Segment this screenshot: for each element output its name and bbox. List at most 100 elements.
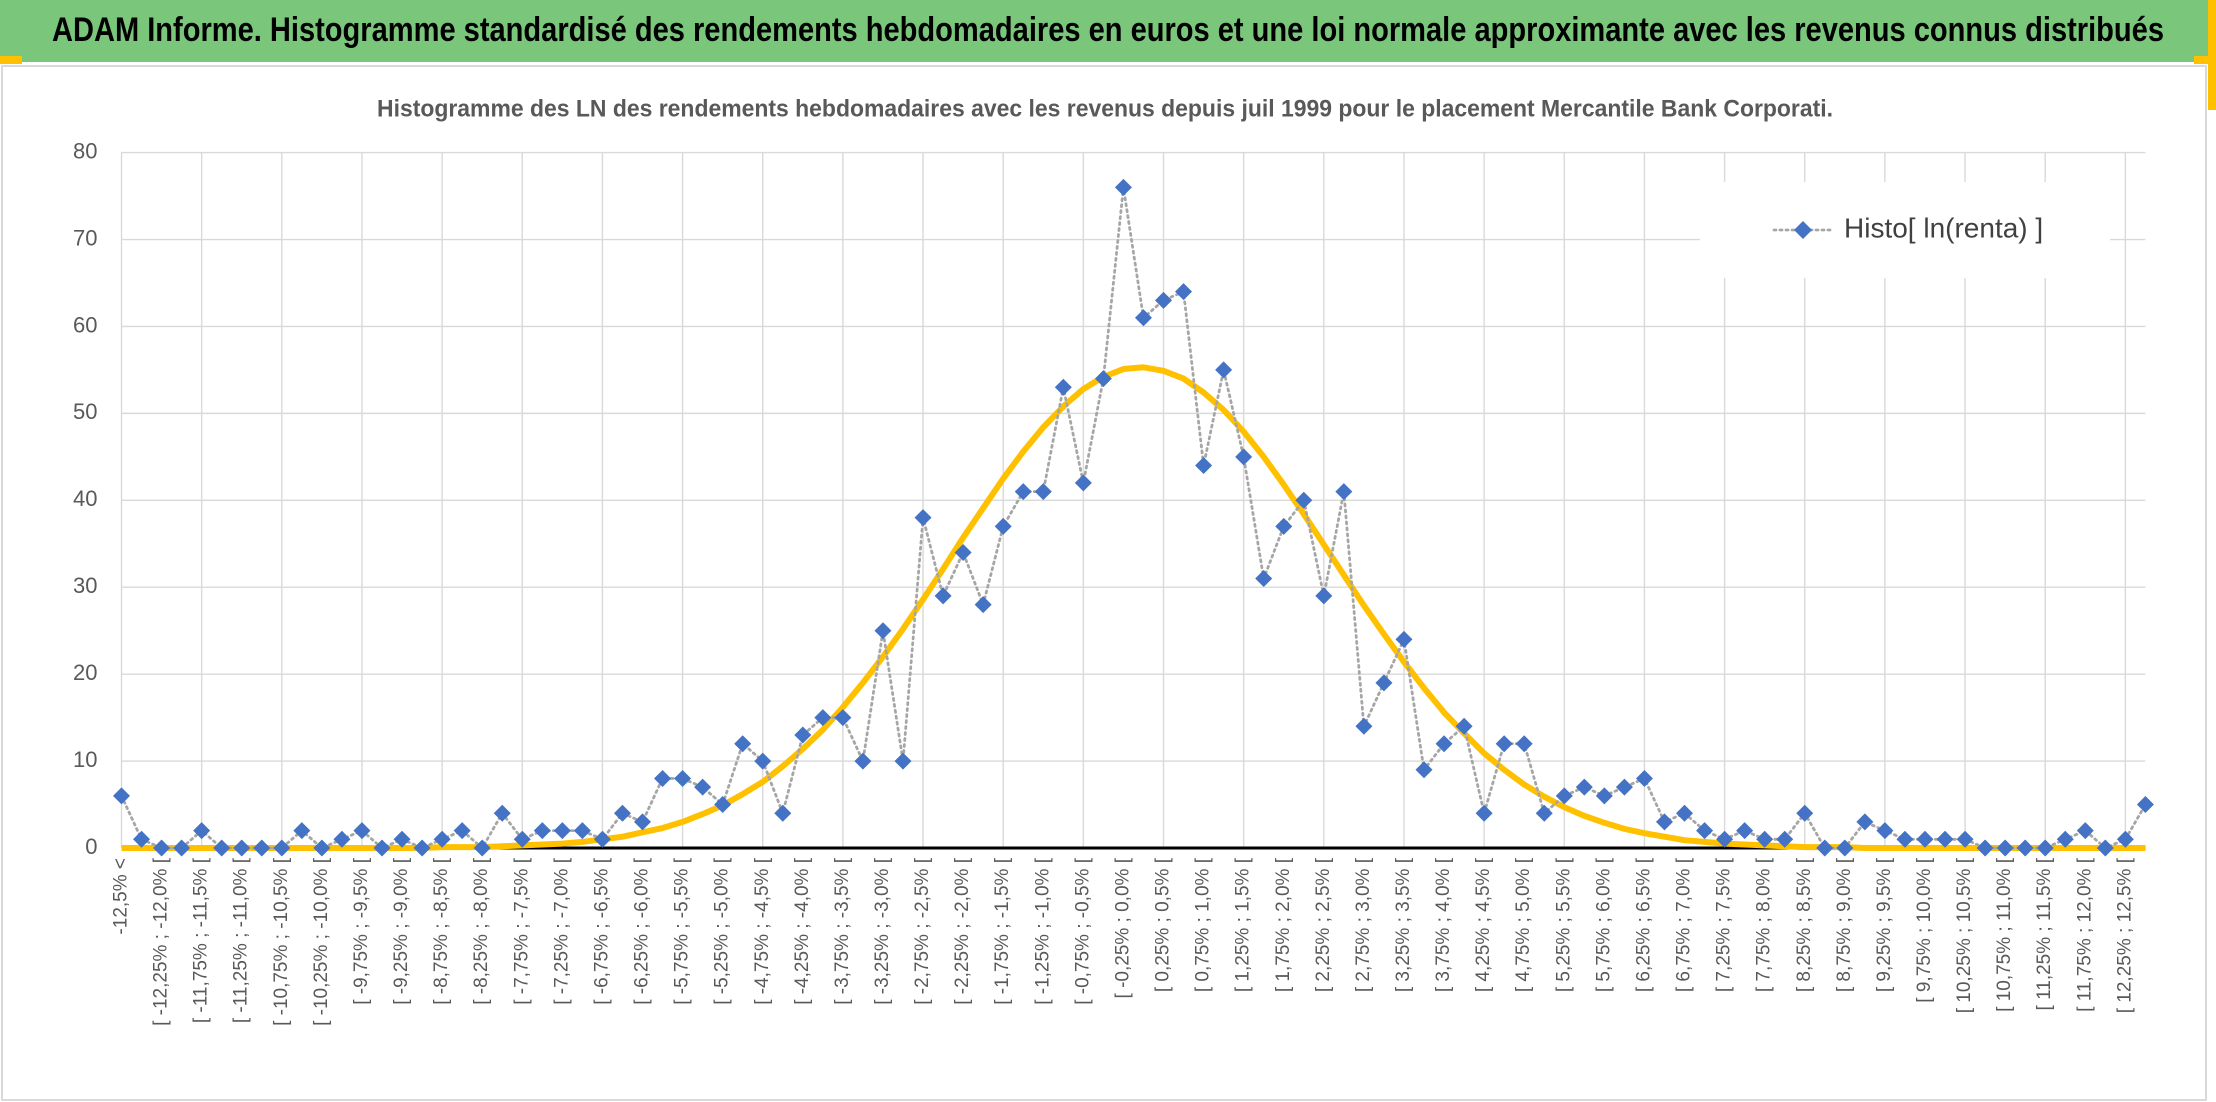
data-point bbox=[593, 830, 611, 848]
x-tick-label: [ -4,75% ; -4,5% [ bbox=[752, 857, 773, 1005]
data-point bbox=[373, 839, 391, 857]
data-point bbox=[213, 839, 231, 857]
data-point bbox=[1355, 717, 1373, 735]
data-point bbox=[433, 830, 451, 848]
data-point bbox=[1655, 813, 1673, 831]
legend-label: Histo[ ln(renta) ] bbox=[1844, 212, 2043, 243]
data-point bbox=[453, 822, 471, 840]
x-tick-label: [ 6,25% ; 6,5% [ bbox=[1633, 857, 1654, 992]
data-point bbox=[493, 804, 511, 822]
y-tick-label: 30 bbox=[73, 573, 97, 598]
data-point bbox=[1836, 839, 1854, 857]
x-tick-label: [ -3,75% ; -3,5% [ bbox=[832, 857, 853, 1005]
data-point bbox=[1175, 283, 1193, 301]
data-point bbox=[2136, 796, 2154, 814]
y-tick-label: 80 bbox=[73, 138, 97, 163]
accent bbox=[2194, 56, 2216, 64]
data-point bbox=[1515, 735, 1533, 753]
x-tick-label: [ -3,25% ; -3,0% [ bbox=[872, 857, 893, 1005]
data-point bbox=[1375, 674, 1393, 692]
banner-title: ADAM Informe. Histogramme standardisé de… bbox=[52, 11, 2164, 49]
data-point bbox=[173, 839, 191, 857]
y-tick-label: 60 bbox=[73, 312, 97, 337]
data-point bbox=[1676, 804, 1694, 822]
x-tick-label: [ -7,75% ; -7,5% [ bbox=[511, 857, 532, 1005]
data-point bbox=[1074, 474, 1092, 492]
y-tick-label: 0 bbox=[85, 834, 97, 859]
data-point bbox=[674, 769, 692, 787]
data-point bbox=[1936, 830, 1954, 848]
data-point bbox=[313, 839, 331, 857]
x-tick-label: [ 6,75% ; 7,0% [ bbox=[1674, 857, 1695, 992]
data-point bbox=[1114, 178, 1132, 196]
x-tick-label: [ -0,25% ; 0,0% [ bbox=[1112, 857, 1133, 998]
x-tick-label: [ 4,25% ; 4,5% [ bbox=[1473, 857, 1494, 992]
x-tick-label: [ -11,75% ; -11,5% [ bbox=[191, 857, 212, 1023]
data-point bbox=[613, 804, 631, 822]
x-tick-label: [ 1,25% ; 1,5% [ bbox=[1233, 857, 1254, 992]
data-point bbox=[1716, 830, 1734, 848]
x-tick-label: [ -4,25% ; -4,0% [ bbox=[792, 857, 813, 1005]
data-point bbox=[914, 509, 932, 527]
data-point bbox=[714, 796, 732, 814]
data-point bbox=[1856, 813, 1874, 831]
plot-area: 0 10 20 30 40 50 60 70 80 -12,5% < [ -12,25% ; -12… bbox=[73, 138, 2154, 1026]
data-point bbox=[1094, 370, 1112, 388]
data-point bbox=[1195, 457, 1213, 475]
data-point bbox=[794, 726, 812, 744]
data-point bbox=[2016, 839, 2034, 857]
data-point bbox=[1134, 309, 1152, 327]
data-point bbox=[974, 596, 992, 614]
data-point bbox=[533, 822, 551, 840]
data-point bbox=[1335, 483, 1353, 501]
data-point bbox=[1495, 735, 1513, 753]
data-point bbox=[774, 804, 792, 822]
x-tick-label: [ -1,25% ; -1,0% [ bbox=[1032, 857, 1053, 1005]
x-tick-label: [ 3,25% ; 3,5% [ bbox=[1393, 857, 1414, 992]
data-point bbox=[1215, 361, 1233, 379]
data-point bbox=[834, 709, 852, 727]
data-point bbox=[934, 587, 952, 605]
chart-frame bbox=[1, 65, 2207, 1101]
data-point bbox=[1535, 804, 1553, 822]
data-point bbox=[754, 752, 772, 770]
x-tick-label: [ -9,25% ; -9,0% [ bbox=[391, 857, 412, 1005]
data-point bbox=[1435, 735, 1453, 753]
data-point bbox=[654, 769, 672, 787]
data-point bbox=[1776, 830, 1794, 848]
data-point bbox=[233, 839, 251, 857]
x-tick-label: [ 8,75% ; 9,0% [ bbox=[1834, 857, 1855, 992]
data-point bbox=[1255, 570, 1273, 588]
data-point bbox=[393, 830, 411, 848]
fit-curve bbox=[121, 364, 2146, 851]
data-point bbox=[994, 517, 1012, 535]
legend-marker bbox=[1794, 221, 1812, 239]
x-tick-label: [ 2,25% ; 2,5% [ bbox=[1313, 857, 1334, 992]
x-tick-label: [ 5,75% ; 6,0% [ bbox=[1593, 857, 1614, 992]
x-tick-label: [ -9,75% ; -9,5% [ bbox=[351, 857, 372, 1005]
data-point bbox=[1615, 778, 1633, 796]
data-point bbox=[193, 822, 211, 840]
x-tick-label: [ -1,75% ; -1,5% [ bbox=[992, 857, 1013, 1005]
x-tick-label: [ -6,75% ; -6,5% [ bbox=[591, 857, 612, 1005]
data-point bbox=[1996, 839, 2014, 857]
x-tick-label: -12,5% < bbox=[111, 858, 132, 935]
x-tick-label: [ 10,75% ; 11,0% [ bbox=[1994, 857, 2015, 1012]
data-point bbox=[854, 752, 872, 770]
data-point bbox=[2056, 830, 2074, 848]
data-point bbox=[1295, 491, 1313, 509]
data-point bbox=[1896, 830, 1914, 848]
data-point bbox=[1475, 804, 1493, 822]
data-point bbox=[273, 839, 291, 857]
x-tick-label: [ 5,25% ; 5,5% [ bbox=[1553, 857, 1574, 992]
data-point bbox=[1876, 822, 1894, 840]
data-point bbox=[1235, 448, 1253, 466]
chart-title: Histogramme des LN des rendements hebdom… bbox=[377, 95, 1833, 122]
x-tick-label: [ 10,25% ; 10,5% [ bbox=[1954, 857, 1975, 1013]
data-point bbox=[694, 778, 712, 796]
data-point bbox=[133, 830, 151, 848]
data-point bbox=[333, 830, 351, 848]
x-tick-label: [ -0,75% ; -0,5% [ bbox=[1072, 857, 1093, 1005]
data-point bbox=[634, 813, 652, 831]
x-tick-label: [ 11,25% ; 11,5% [ bbox=[2034, 857, 2055, 1010]
